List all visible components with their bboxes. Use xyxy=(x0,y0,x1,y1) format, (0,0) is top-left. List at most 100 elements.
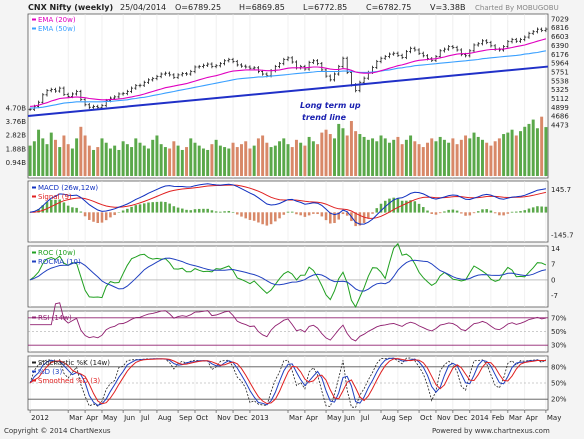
volume-bar xyxy=(125,144,129,176)
macd-histogram-bar xyxy=(540,206,543,213)
stoch-tick-label: 80% xyxy=(551,363,567,371)
x-axis-label: May xyxy=(327,414,341,422)
volume-bar xyxy=(142,145,146,176)
volume-bar xyxy=(121,141,125,176)
trend-annotation-line1: Long term up xyxy=(300,101,361,110)
macd-histogram-bar xyxy=(371,212,374,214)
price-tick-label: 6816 xyxy=(551,24,569,32)
macd-histogram-bar xyxy=(392,197,395,213)
volume-bar xyxy=(159,144,163,176)
macd-histogram-bar xyxy=(231,211,235,213)
macd-histogram-bar xyxy=(202,208,205,213)
macd-histogram-bar xyxy=(236,212,239,215)
macd-histogram-bar xyxy=(515,211,518,213)
volume-value: V=3.38B xyxy=(430,3,466,12)
high-value: H=6869.85 xyxy=(239,3,285,12)
volume-tick-label: 4.70B xyxy=(6,105,27,113)
stoch-tick-label: 20% xyxy=(551,396,567,404)
volume-bar xyxy=(468,138,472,176)
x-axis-label: Aug xyxy=(382,414,396,422)
macd-histogram-bar xyxy=(531,207,535,213)
macd-histogram-bar xyxy=(485,209,488,213)
macd-histogram-bar xyxy=(502,212,505,216)
rsi-tick-label: 30% xyxy=(551,342,567,350)
trend-line xyxy=(27,65,549,117)
macd-histogram-bar xyxy=(75,207,78,213)
price-tick-label: 7029 xyxy=(551,15,569,23)
macd-histogram-bar xyxy=(210,210,214,213)
macd-histogram-bar xyxy=(278,212,281,219)
stoch-smoothed-d-line xyxy=(29,358,546,405)
macd-histogram-bar xyxy=(286,211,290,213)
legend-roc: ROC (10w) xyxy=(38,249,76,257)
x-axis-label: Dec xyxy=(234,414,248,422)
volume-bar xyxy=(358,134,362,176)
volume-bar xyxy=(163,147,167,176)
macd-histogram-bar xyxy=(269,212,273,225)
volume-bar xyxy=(366,139,370,176)
volume-tick-label: 2.82B xyxy=(6,132,27,140)
macd-histogram-bar xyxy=(333,212,336,224)
volume-tick-label: 3.76B xyxy=(6,118,27,126)
volume-bar xyxy=(324,129,328,176)
macd-histogram-bar xyxy=(358,212,362,226)
volume-bar xyxy=(540,116,544,176)
macd-histogram-bar xyxy=(96,212,100,224)
volume-bar xyxy=(201,148,205,176)
macd-histogram-bar xyxy=(443,211,446,213)
x-axis-label: Sep xyxy=(399,414,413,422)
volume-bar xyxy=(62,135,66,176)
legend-ema20: EMA (20w) xyxy=(38,16,76,24)
volume-bar xyxy=(168,148,172,176)
volume-bar xyxy=(299,142,303,176)
macd-histogram-bar xyxy=(71,207,74,213)
volume-bar xyxy=(117,149,121,176)
macd-histogram-bar xyxy=(303,212,307,217)
macd-histogram-bar xyxy=(405,200,408,213)
volume-bar xyxy=(400,144,404,176)
macd-histogram-bar xyxy=(426,210,429,213)
macd-histogram-bar xyxy=(257,212,260,223)
volume-bar xyxy=(282,138,286,176)
volume-bar xyxy=(172,141,176,176)
volume-bar xyxy=(404,139,408,176)
macd-histogram-bar xyxy=(252,212,256,221)
macd-histogram-bar xyxy=(37,209,40,213)
macd-histogram-bar xyxy=(193,209,197,213)
x-axis-label: Feb xyxy=(492,414,505,422)
macd-histogram-bar xyxy=(476,211,480,213)
x-axis-label: Jun xyxy=(123,414,135,422)
volume-bar xyxy=(231,142,235,176)
roc-tick-label: 14 xyxy=(551,245,560,253)
macd-histogram-bar xyxy=(147,202,150,213)
volume-bar xyxy=(527,123,531,176)
macd-histogram-bar xyxy=(464,212,467,216)
macd-histogram-bar xyxy=(493,212,497,214)
volume-bar xyxy=(413,141,417,176)
price-tick-label: 5751 xyxy=(551,68,569,76)
legend-stoch-sd: Smoothed %D (3) xyxy=(38,377,100,385)
volume-bar xyxy=(265,142,269,176)
macd-histogram-bar xyxy=(379,203,383,213)
volume-bar xyxy=(286,144,290,176)
macd-line xyxy=(29,183,546,225)
macd-histogram-bar xyxy=(400,200,404,213)
x-axis-label: Oct xyxy=(196,414,208,422)
macd-histogram-bar xyxy=(307,212,311,216)
x-axis-label: Apr xyxy=(306,414,318,422)
roc-tick-label: 0 xyxy=(551,276,555,284)
volume-bar xyxy=(514,135,518,176)
roc-tick-label: -7 xyxy=(551,292,558,300)
macd-histogram-bar xyxy=(290,211,294,213)
volume-bar xyxy=(311,141,315,176)
volume-bar xyxy=(387,142,391,176)
x-axis-label: Nov xyxy=(437,414,451,422)
x-axis-label: May xyxy=(103,414,117,422)
volume-bar xyxy=(227,148,231,176)
volume-bar xyxy=(75,138,79,176)
macd-histogram-bar xyxy=(126,208,129,213)
x-axis-label: Mar xyxy=(509,414,522,422)
macd-histogram-bar xyxy=(299,212,302,216)
volume-bar xyxy=(506,132,510,176)
